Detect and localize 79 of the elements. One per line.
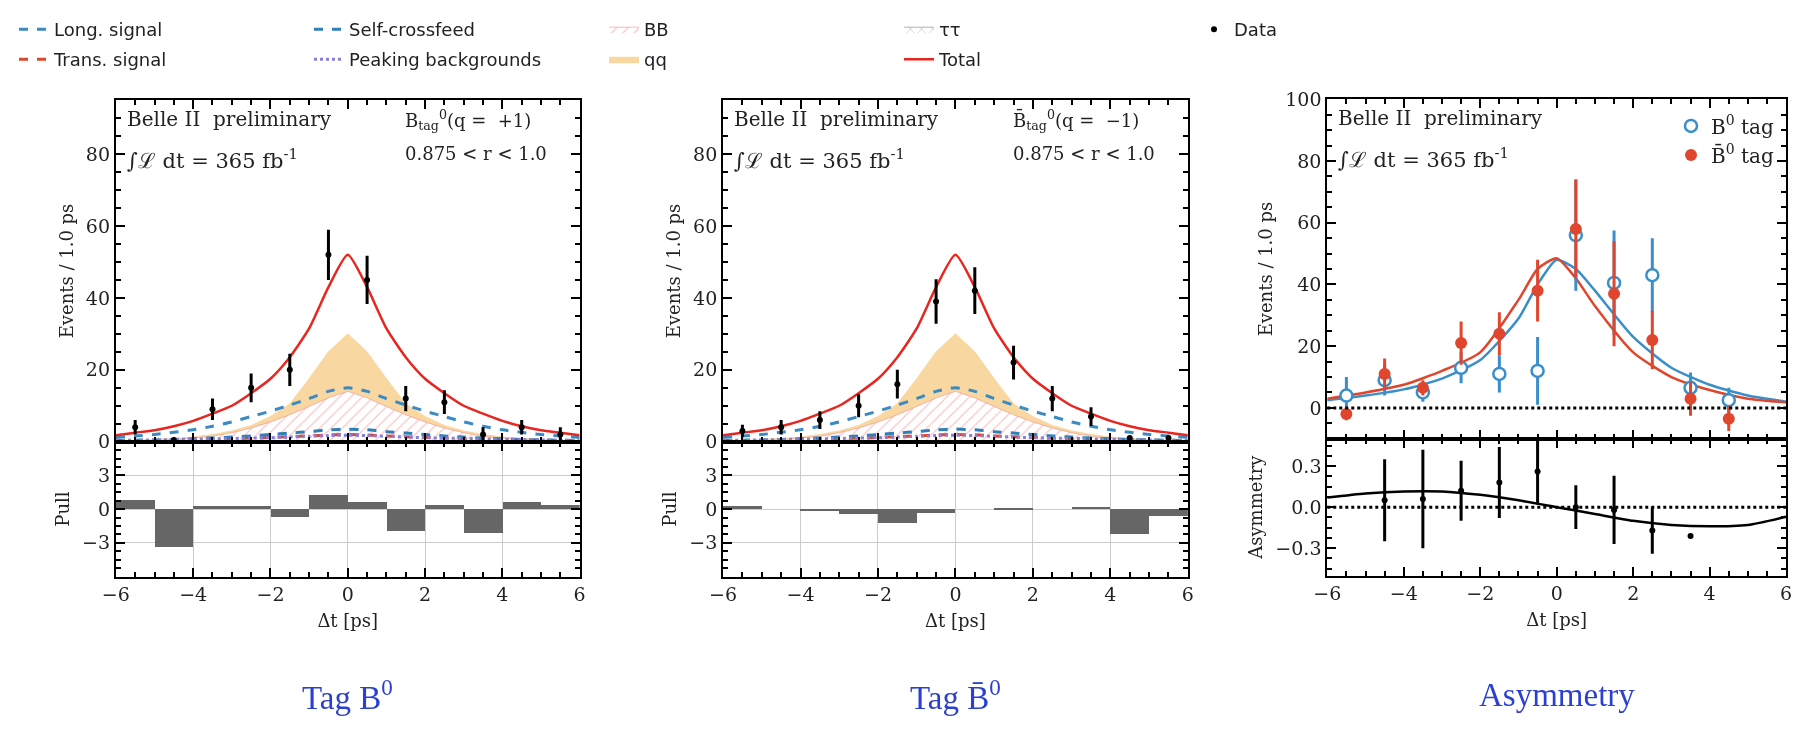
x-tick-label: 6 <box>1181 583 1194 606</box>
annotation: Belle II preliminary <box>734 107 939 131</box>
y-tick-label: 100 <box>1285 87 1322 110</box>
text: Asymmetry <box>1479 677 1636 713</box>
text: Tag B̄$^{0}$ <box>910 674 1001 716</box>
y-tick-label: 0 <box>705 430 718 453</box>
y-tick-label: 80 <box>85 142 111 165</box>
text: Tag B$^{0}$ <box>302 674 393 716</box>
y-tick-label: 3 <box>97 464 111 487</box>
x-tick-label: 0 <box>341 583 354 606</box>
y-tick-label: 20 <box>693 358 718 381</box>
x-tick-label: 2 <box>1627 582 1640 605</box>
y-tick-label: 60 <box>693 214 718 237</box>
x-tick-label: −4 <box>179 583 208 606</box>
legend-label: Self-crossfeed <box>349 19 475 41</box>
y-tick-label: 0 <box>1309 396 1322 419</box>
legend-label: BB <box>644 19 669 41</box>
x-tick-label: 4 <box>1104 583 1117 606</box>
legend-label: qq <box>644 49 667 71</box>
legend-label: Data <box>1234 19 1277 41</box>
x-axis-title: Δt [ps] <box>317 609 379 631</box>
y-axis-title: Pull <box>51 491 73 527</box>
x-tick-label: −6 <box>1313 582 1342 605</box>
y-tick-label: −0.3 <box>1275 536 1322 559</box>
y-tick-label: 60 <box>1297 211 1322 234</box>
y-tick-label: −3 <box>82 531 111 554</box>
x-tick-label: −6 <box>101 583 130 606</box>
y-axis-title: Pull <box>658 491 680 527</box>
legend-label: Long. signal <box>54 19 163 41</box>
y-tick-label: 80 <box>693 142 718 165</box>
x-axis-title: Δt [ps] <box>1526 608 1588 630</box>
x-tick-label: −2 <box>863 583 892 606</box>
y-tick-label: 20 <box>1297 334 1322 357</box>
annotation: ∫ℒ dt = 365 fb$^{-1}$ <box>1338 144 1509 172</box>
annotation: B̄$_{tag}$$^{0}$(q = −1) <box>1013 107 1140 134</box>
x-tick-label: 4 <box>496 583 509 606</box>
y-tick-label: 20 <box>85 358 111 381</box>
x-tick-label: −2 <box>1466 582 1495 605</box>
annotation: ∫ℒ dt = 365 fb$^{-1}$ <box>734 145 905 173</box>
annotation: B$_{tag}$$^{0}$(q = +1) <box>405 107 532 134</box>
y-tick-label: 80 <box>1297 149 1322 172</box>
legend-label: Trans. signal <box>53 49 167 71</box>
y-tick-label: 0 <box>705 497 718 520</box>
y-tick-label: 40 <box>693 286 718 309</box>
x-axis-title: Δt [ps] <box>925 609 986 631</box>
x-tick-label: −4 <box>786 583 815 606</box>
x-tick-label: −2 <box>256 583 285 606</box>
legend-label: Peaking backgrounds <box>349 49 542 71</box>
x-tick-label: −4 <box>1389 582 1418 605</box>
y-axis-title: Events / 1.0 ps <box>662 203 684 339</box>
y-tick-label: 60 <box>85 214 111 237</box>
x-tick-label: 2 <box>419 583 432 606</box>
y-axis-title: Asymmetry <box>1245 454 1267 560</box>
y-tick-label: 40 <box>1297 273 1322 296</box>
annotation: 0.875 < r < 1.0 <box>1013 143 1155 164</box>
y-tick-label: 0.3 <box>1291 454 1322 477</box>
x-tick-label: 2 <box>1026 583 1039 606</box>
y-tick-label: 0.0 <box>1291 495 1322 518</box>
annotation: ∫ℒ dt = 365 fb$^{-1}$ <box>127 145 298 173</box>
x-tick-label: −6 <box>709 583 738 606</box>
x-tick-label: 0 <box>1550 582 1563 605</box>
x-tick-label: 6 <box>1780 582 1793 605</box>
annotation: Belle II preliminary <box>1338 106 1543 130</box>
x-tick-label: 6 <box>573 583 586 606</box>
legend-label: ττ <box>939 19 961 41</box>
y-tick-label: 3 <box>705 464 718 487</box>
legend-label: Total <box>938 49 982 71</box>
annotation: Belle II preliminary <box>127 107 332 131</box>
x-tick-label: 0 <box>949 583 962 606</box>
legend-label: B$^{0}$ tag <box>1711 112 1774 139</box>
x-tick-label: 4 <box>1703 582 1716 605</box>
legend-label: B̄$^{0}$ tag <box>1711 141 1774 168</box>
y-tick-label: 0 <box>97 497 111 520</box>
annotation: 0.875 < r < 1.0 <box>405 143 547 164</box>
y-tick-label: 0 <box>97 430 111 453</box>
y-axis-title: Events / 1.0 ps <box>55 203 77 339</box>
y-tick-label: −3 <box>689 531 718 554</box>
y-tick-label: 40 <box>85 286 111 309</box>
y-axis-title: Events / 1.0 ps <box>1254 201 1276 337</box>
